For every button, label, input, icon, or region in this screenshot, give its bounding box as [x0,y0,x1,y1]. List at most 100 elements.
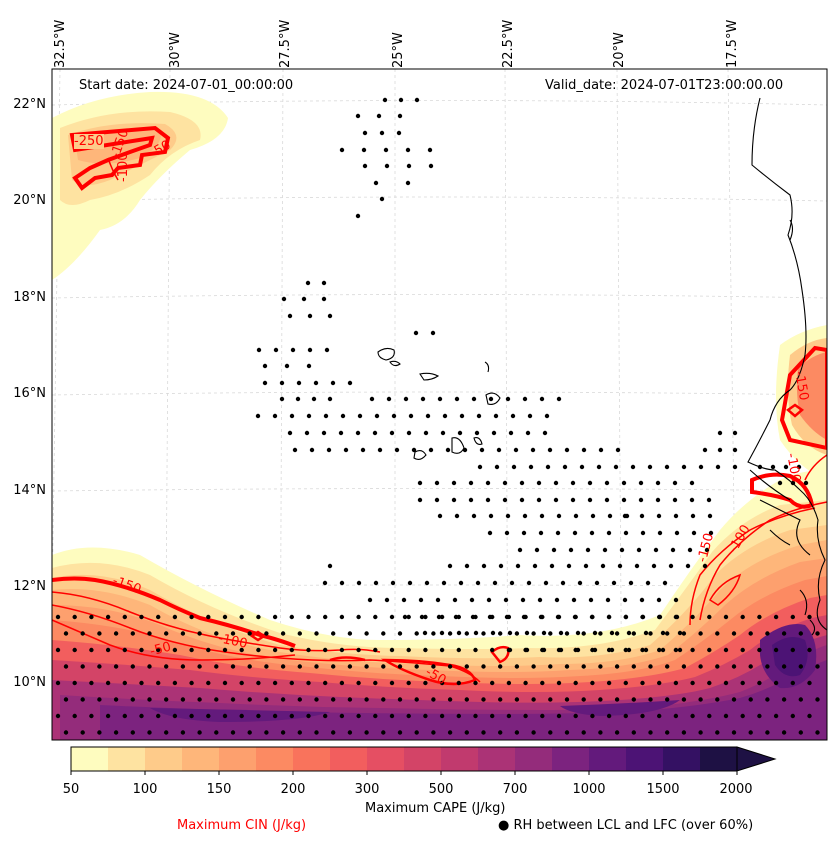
cb-tick-100: 100 [132,782,158,797]
rh-dot [339,147,345,153]
rh-dot [311,396,317,402]
rh-dot [542,430,548,436]
rh-dot [180,697,186,702]
rh-dot [731,697,737,702]
rh-dot [361,147,367,153]
rh-dot [690,614,695,620]
rh-dot [702,563,708,569]
rh-dot [440,430,446,436]
rh-dot [423,680,428,686]
rh-dot [540,680,545,686]
rh-dot [531,697,536,702]
rh-dot [514,631,520,636]
coastlines [377,97,827,636]
rh-dot [498,563,504,569]
rh-dot [543,580,549,586]
rh-dot [406,430,412,436]
rh-dot [807,614,812,620]
rh-dot [757,680,762,686]
rh-dot [590,647,595,653]
rh-dot [598,697,603,702]
rh-dot [488,396,494,402]
rh-dot [639,513,645,519]
rh-dot [289,647,294,653]
rh-dot [306,647,311,653]
rh-dot [331,664,336,669]
rh-dot [414,631,419,636]
rh-dot [451,480,457,486]
start-date-label: Start date: 2024-07-01_00:00:00 [79,78,294,93]
rh-dot [660,647,666,653]
rh-dot [459,413,465,419]
rh-dot [505,513,511,519]
rh-dot [657,530,663,536]
rh-dot [581,631,586,636]
rh-dot [790,647,795,653]
rh-dot [439,614,445,620]
rh-dot [139,713,144,719]
rh-dot [414,664,419,669]
rh-dot [389,647,395,653]
rh-dot [156,713,161,719]
rh-dot [264,631,269,636]
rh-dot [474,430,480,436]
rh-dot [498,664,503,669]
rh-dot [147,730,152,735]
rh-dot [281,296,287,302]
rh-dot [239,614,244,620]
rh-dot [122,713,128,719]
rh-dot [105,713,111,719]
rh-dot [306,614,311,620]
colorbar-segment [330,747,367,771]
rh-dot [180,730,186,735]
rh-dot [454,396,460,402]
rh-dot [585,547,591,553]
rh-dot [327,396,333,402]
rh-dot [397,730,403,735]
rh-dot [304,430,310,436]
rh-dot [560,580,566,586]
rh-dot [631,730,636,735]
rh-dot [640,713,645,719]
lon-label-30w: 30°W [168,32,183,68]
rh-dot [570,497,576,503]
rh-dot [605,597,611,603]
rh-dot [264,664,269,669]
rh-dot [435,597,441,603]
rh-dot [289,413,295,419]
rh-dot [579,464,585,470]
rh-dot [130,697,135,702]
rh-dot [581,730,586,735]
rh-dot [323,647,328,653]
rh-dot [428,163,434,169]
rh-dot [389,430,395,436]
rh-dot [214,631,219,636]
rh-dot [428,447,434,453]
rh-dot [656,513,662,519]
rh-dot [717,447,723,453]
rh-dot [384,163,390,169]
rh-dot [623,647,628,653]
rh-dot [573,614,578,620]
rh-dot [645,580,651,586]
rh-dot [715,464,721,470]
rh-dot [222,647,228,653]
rh-dot [707,647,712,653]
rh-dot [156,680,161,686]
rh-dot [256,647,261,653]
rh-dot [668,563,674,569]
rh-dot [587,480,593,486]
rh-dot [382,97,388,103]
rh-dot [619,547,625,553]
rh-dot [476,413,482,419]
rh-dot [564,697,570,702]
rh-dot [588,597,594,603]
rh-dot [594,580,600,586]
rh-dot [356,580,362,586]
rh-dot [622,513,628,519]
rh-dot [655,480,661,486]
rh-dot [307,313,313,319]
rh-dot [139,647,144,653]
rh-dot [406,680,411,686]
rh-dot [657,680,662,686]
